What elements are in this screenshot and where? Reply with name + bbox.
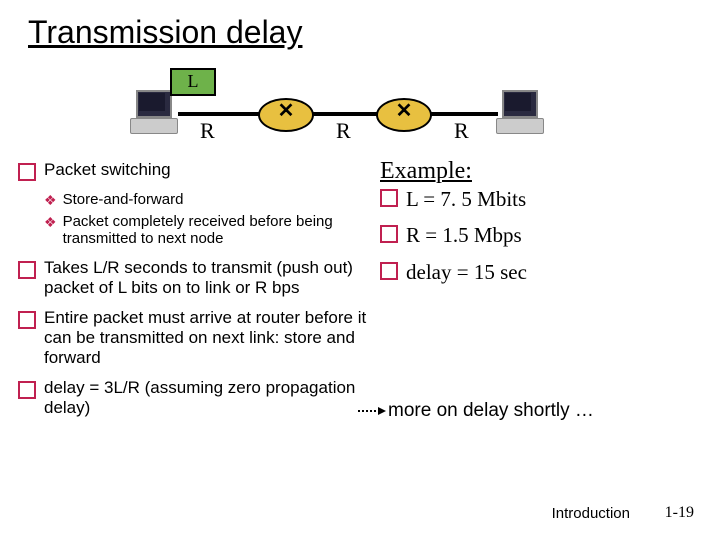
rate-label-2: R [336,118,351,144]
dotted-arrow-icon [358,410,384,412]
footer-label: Introduction [552,505,630,522]
left-column: Packet switching ❖Store-and-forward ❖Pac… [18,160,368,428]
router-1: ✕ [258,98,314,132]
subbullet-saf: ❖Store-and-forward [44,191,368,209]
rate-label-1: R [200,118,215,144]
network-diagram: L ✕ ✕ R R R [130,72,570,152]
host-right [496,90,544,134]
page-title: Transmission delay [28,14,302,51]
bullet-arrive: Entire packet must arrive at router befo… [18,308,368,368]
bullet-delay: delay = 3L/R (assuming zero propagation … [18,378,368,418]
more-on-delay: more on delay shortly … [388,400,594,422]
example-heading: Example: [380,156,700,186]
bullet-packet-switching: Packet switching [18,160,368,181]
subbullet-received: ❖Packet completely received before being… [44,213,368,248]
footer-page: 1-19 [665,504,694,522]
example-line-L: L = 7. 5 Mbits [380,186,700,212]
link-2 [308,112,378,116]
bullet-lr: Takes L/R seconds to transmit (push out)… [18,258,368,298]
example-line-delay: delay = 15 sec [380,259,700,285]
packet-L: L [170,68,216,96]
example-block: Example: L = 7. 5 Mbits R = 1.5 Mbps del… [380,156,700,295]
link-1 [178,112,260,116]
rate-label-3: R [454,118,469,144]
router-2: ✕ [376,98,432,132]
link-3 [428,112,498,116]
example-line-R: R = 1.5 Mbps [380,222,700,248]
host-left [130,90,178,134]
